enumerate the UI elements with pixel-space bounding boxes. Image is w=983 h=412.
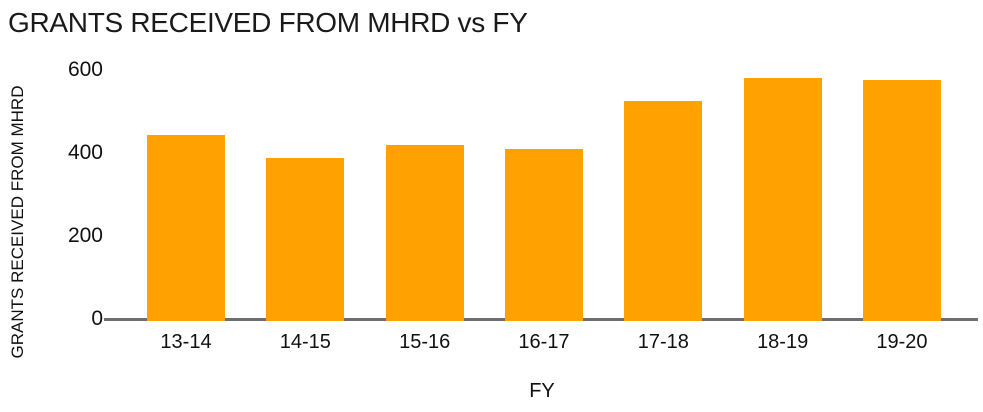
bar-17-18: [624, 101, 703, 321]
y-tick-label: 200: [67, 223, 103, 247]
y-tick-label: 0: [91, 306, 103, 330]
x-tick-label: 13-14: [160, 331, 212, 353]
bar-15-16: [385, 145, 464, 321]
bar-19-20: [862, 80, 941, 321]
x-tick-label: 15-16: [399, 331, 451, 353]
bar-16-17: [504, 149, 583, 321]
x-tick-label: 18-19: [757, 331, 809, 353]
chart-title: GRANTS RECEIVED FROM MHRD vs FY: [8, 7, 528, 38]
x-tick-label: 17-18: [637, 331, 689, 353]
bar-13-14: [147, 134, 225, 321]
x-tick-label: 19-20: [876, 331, 928, 353]
y-tick-label: 400: [67, 140, 103, 164]
y-tick-label: 600: [67, 58, 103, 81]
bar-18-19: [743, 78, 822, 321]
y-axis-title: GRANTS RECEIVED FROM MHRD: [8, 85, 27, 359]
x-axis-title: FY: [529, 380, 555, 402]
x-tick-label: 16-17: [518, 331, 570, 353]
bar-14-15: [266, 157, 345, 321]
x-tick-label: 14-15: [279, 331, 331, 353]
